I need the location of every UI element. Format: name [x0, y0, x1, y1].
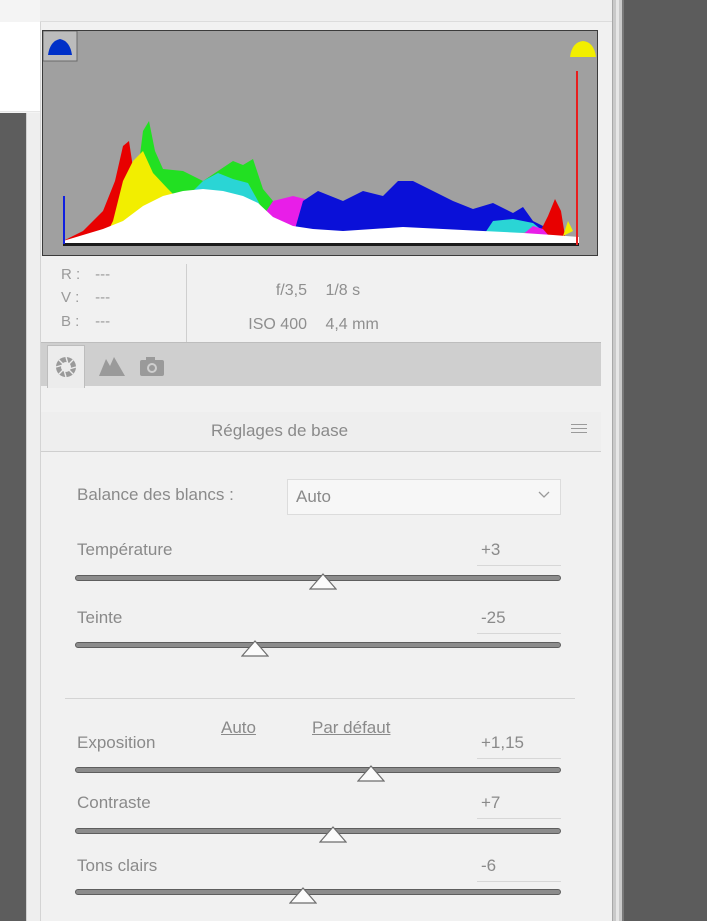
- blue-label: B :: [61, 313, 80, 330]
- chevron-down-icon: [538, 491, 550, 498]
- left-panel-edge: [0, 22, 40, 112]
- highlights-label: Tons clairs: [77, 856, 158, 875]
- contrast-thumb[interactable]: [318, 825, 347, 843]
- highlights-thumb[interactable]: [289, 886, 318, 904]
- right-scrollbar[interactable]: [612, 0, 624, 921]
- highlights-value[interactable]: -6: [477, 856, 561, 882]
- green-readout: V : ---: [61, 289, 110, 306]
- exposure-slider[interactable]: [75, 767, 561, 773]
- section-header: Réglages de base: [41, 412, 601, 452]
- contrast-value[interactable]: +7: [477, 793, 561, 819]
- auto-link[interactable]: Auto: [221, 718, 256, 737]
- focal-value: 4,4 mm: [325, 316, 379, 333]
- tab-camera[interactable]: [133, 346, 171, 386]
- right-dark-area: [624, 0, 707, 921]
- section-separator: [65, 698, 575, 699]
- iso-value: ISO 400: [248, 316, 307, 333]
- temperature-label: Température: [77, 540, 173, 559]
- top-bar: [0, 0, 624, 22]
- tab-detail[interactable]: [93, 346, 131, 386]
- section-title: Réglages de base: [211, 421, 349, 440]
- camera-icon: [140, 357, 164, 376]
- contrast-label: Contraste: [77, 793, 151, 812]
- green-value: ---: [95, 289, 111, 306]
- exposure-label: Exposition: [77, 733, 156, 752]
- temperature-value[interactable]: +3: [477, 540, 561, 566]
- readout-divider: [186, 264, 187, 342]
- tint-value[interactable]: -25: [477, 608, 561, 634]
- readout-panel: R : --- V : --- B : --- f/3,5 1/8 s ISO …: [41, 258, 601, 356]
- panel-menu-icon[interactable]: [571, 424, 587, 436]
- exif-row-1: f/3,5 1/8 s: [226, 282, 360, 300]
- default-link[interactable]: Par défaut: [312, 718, 391, 737]
- green-label: V :: [61, 289, 80, 306]
- tint-slider[interactable]: [75, 642, 561, 648]
- left-dark-area: [0, 113, 26, 921]
- contrast-slider[interactable]: [75, 828, 561, 834]
- histogram: [42, 30, 598, 256]
- left-scrollbar[interactable]: [26, 113, 40, 921]
- aperture-icon: [55, 356, 77, 378]
- red-readout: R : ---: [61, 266, 110, 283]
- white-balance-label: Balance des blancs :: [77, 485, 234, 504]
- highlights-slider[interactable]: [75, 889, 561, 895]
- tint-thumb[interactable]: [240, 639, 269, 657]
- histogram-graph: [43, 31, 596, 246]
- tab-basic[interactable]: [47, 345, 85, 388]
- exposure-value[interactable]: +1,15: [477, 733, 561, 759]
- blue-readout: B : ---: [61, 313, 110, 330]
- white-balance-select[interactable]: Auto: [287, 479, 561, 515]
- red-label: R :: [61, 266, 81, 283]
- basic-panel: R : --- V : --- B : --- f/3,5 1/8 s ISO …: [40, 22, 612, 921]
- white-balance-value: Auto: [296, 487, 331, 506]
- highlight-clipping-icon[interactable]: [570, 41, 596, 57]
- red-value: ---: [95, 266, 111, 283]
- temperature-thumb[interactable]: [308, 572, 337, 590]
- aperture-value: f/3,5: [275, 282, 307, 299]
- panel-tabs: [41, 342, 601, 388]
- mountains-icon: [99, 357, 125, 376]
- shutter-value: 1/8 s: [325, 282, 361, 299]
- exif-row-2: ISO 400 4,4 mm: [226, 316, 379, 334]
- blue-value: ---: [95, 313, 111, 330]
- exposure-thumb[interactable]: [357, 764, 386, 782]
- tint-label: Teinte: [77, 608, 123, 627]
- shadow-clipping-icon[interactable]: [43, 31, 78, 62]
